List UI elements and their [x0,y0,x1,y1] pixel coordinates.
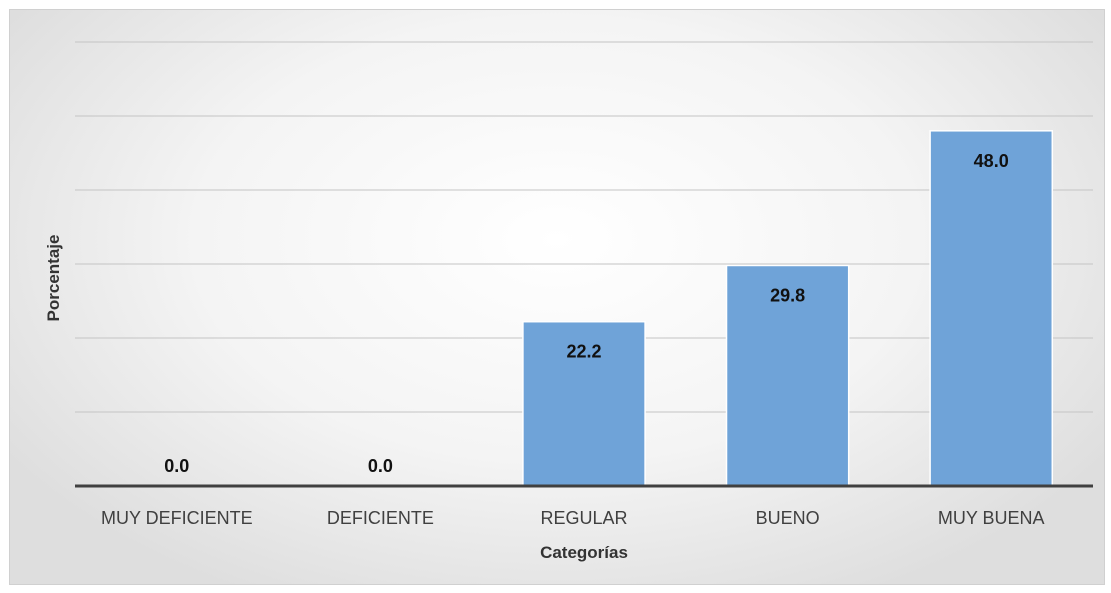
category-label: REGULAR [540,508,627,528]
category-label: BUENO [756,508,820,528]
chart-frame: 0.0 0.0 22.2 29.8 48.0 MUY DEFICIENTE DEFICIE… [9,9,1105,585]
x-axis-title: Categorías [540,543,628,562]
data-label: 29.8 [770,285,805,305]
y-axis-title: Porcentaje [44,235,63,322]
data-label: 0.0 [368,456,393,476]
category-label: MUY DEFICIENTE [101,508,253,528]
bars [522,130,1054,487]
category-label: MUY BUENA [938,508,1045,528]
data-label: 22.2 [566,342,601,362]
gridlines [75,41,1093,413]
data-label: 48.0 [974,151,1009,171]
data-label: 0.0 [164,456,189,476]
category-label: DEFICIENTE [327,508,434,528]
data-labels: 0.0 0.0 22.2 29.8 48.0 [164,151,1008,476]
bar [929,130,1054,487]
bar [725,264,850,487]
bar-chart: 0.0 0.0 22.2 29.8 48.0 MUY DEFICIENTE DEFICIE… [44,41,1093,562]
category-labels: MUY DEFICIENTE DEFICIENTE REGULAR BUENO MUY … [101,508,1045,528]
